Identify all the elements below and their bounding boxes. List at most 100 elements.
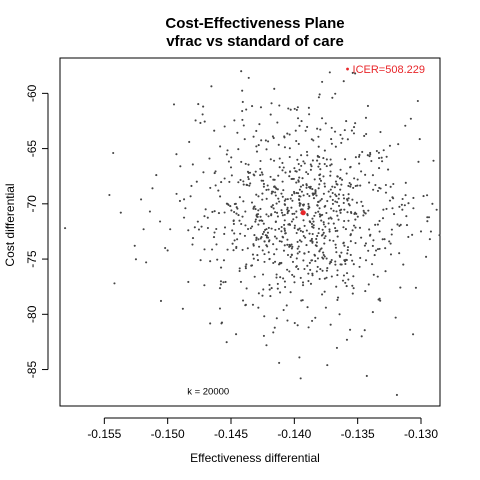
- sample-point: [330, 142, 333, 145]
- sample-point: [341, 137, 344, 140]
- sample-point: [64, 227, 67, 230]
- sample-point: [362, 214, 365, 217]
- sample-point: [418, 138, 421, 141]
- sample-point: [259, 207, 262, 211]
- sample-point: [260, 171, 263, 174]
- sample-point: [329, 164, 332, 167]
- sample-point: [374, 223, 377, 226]
- sample-point: [323, 277, 326, 280]
- sample-point: [365, 374, 368, 378]
- sample-point: [431, 202, 434, 205]
- sample-point: [189, 195, 192, 198]
- sample-point: [395, 393, 398, 397]
- sample-point: [306, 125, 309, 128]
- sample-point: [278, 240, 281, 243]
- sample-point: [306, 214, 309, 217]
- sample-point: [342, 193, 345, 197]
- sample-point: [337, 218, 340, 221]
- sample-point: [295, 265, 298, 268]
- sample-point: [191, 243, 194, 246]
- sample-point: [291, 212, 294, 215]
- sample-point: [295, 108, 298, 111]
- sample-point: [300, 190, 303, 193]
- sample-point: [331, 185, 334, 188]
- sample-point: [320, 219, 323, 222]
- sample-point: [280, 240, 283, 243]
- sample-point: [306, 264, 309, 267]
- sample-point: [298, 356, 301, 359]
- sample-point: [214, 170, 217, 173]
- sample-point: [322, 223, 325, 226]
- sample-point: [271, 190, 274, 193]
- sample-point: [374, 183, 377, 187]
- sample-point: [312, 226, 315, 229]
- sample-point: [314, 316, 317, 319]
- sample-point: [343, 259, 346, 262]
- sample-point: [349, 240, 352, 243]
- points-layer: [64, 70, 441, 397]
- sample-point: [331, 192, 334, 195]
- sample-point: [169, 228, 172, 231]
- sample-point: [164, 246, 167, 250]
- sample-point: [351, 229, 354, 232]
- sample-point: [321, 293, 324, 296]
- sample-point: [309, 268, 312, 271]
- sample-point: [201, 113, 204, 116]
- sample-point: [305, 171, 308, 174]
- sample-point: [217, 212, 221, 215]
- sample-point: [330, 275, 333, 278]
- sample-point: [229, 205, 232, 208]
- sample-point: [219, 195, 222, 198]
- sample-point: [371, 174, 374, 177]
- sample-point: [326, 199, 329, 203]
- sample-point: [270, 205, 273, 208]
- sample-point: [277, 227, 281, 230]
- sample-point: [252, 173, 255, 176]
- sample-point: [304, 129, 307, 132]
- sample-point: [269, 295, 272, 298]
- x-tick-label: -0.155: [87, 427, 121, 441]
- sample-point: [405, 215, 408, 218]
- sample-point: [253, 234, 256, 237]
- sample-point: [272, 136, 275, 140]
- x-axis: -0.155 -0.150 -0.145 -0.140 -0.135 -0.130: [87, 417, 438, 441]
- sample-point: [251, 225, 254, 228]
- sample-point: [244, 304, 247, 307]
- sample-point: [286, 238, 289, 241]
- sample-point: [244, 210, 247, 213]
- sample-point: [333, 186, 336, 189]
- sample-point: [330, 126, 333, 129]
- sample-point: [295, 170, 298, 173]
- sample-point: [313, 178, 316, 181]
- sample-point: [326, 267, 329, 270]
- sample-point: [270, 287, 273, 290]
- sample-point: [296, 158, 299, 161]
- sample-point: [323, 182, 326, 185]
- sample-point: [385, 207, 388, 210]
- sample-point: [358, 153, 361, 156]
- sample-point: [334, 243, 337, 246]
- sample-point: [268, 288, 271, 291]
- sample-point: [312, 192, 315, 195]
- sample-point: [263, 315, 266, 318]
- sample-point: [409, 117, 412, 120]
- sample-point: [288, 133, 291, 136]
- sample-point: [215, 243, 218, 246]
- sample-point: [245, 287, 248, 290]
- sample-point: [311, 188, 314, 191]
- sample-point: [243, 138, 246, 141]
- sample-point: [425, 255, 428, 258]
- sample-point: [309, 168, 312, 171]
- sample-point: [223, 226, 227, 229]
- sample-point: [373, 254, 376, 257]
- sample-point: [335, 182, 338, 186]
- sample-point: [223, 232, 226, 236]
- sample-point: [257, 292, 260, 295]
- sample-point: [151, 187, 154, 190]
- sample-point: [261, 198, 264, 201]
- sample-point: [387, 168, 390, 171]
- sample-point: [345, 272, 349, 275]
- sample-point: [367, 283, 370, 286]
- sample-point: [252, 135, 255, 138]
- plot-frame: [59, 57, 441, 407]
